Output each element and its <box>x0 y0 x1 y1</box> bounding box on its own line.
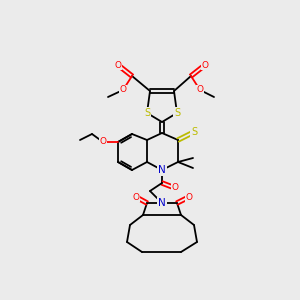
Text: S: S <box>191 127 197 137</box>
Text: O: O <box>115 61 122 70</box>
Text: O: O <box>172 184 178 193</box>
Text: O: O <box>100 137 106 146</box>
Text: O: O <box>133 193 140 202</box>
Text: N: N <box>158 198 166 208</box>
Text: O: O <box>185 193 193 202</box>
Text: O: O <box>196 85 203 94</box>
Text: O: O <box>202 61 208 70</box>
Text: O: O <box>119 85 127 94</box>
Text: S: S <box>144 108 150 118</box>
Text: S: S <box>174 108 180 118</box>
Text: N: N <box>158 165 166 175</box>
